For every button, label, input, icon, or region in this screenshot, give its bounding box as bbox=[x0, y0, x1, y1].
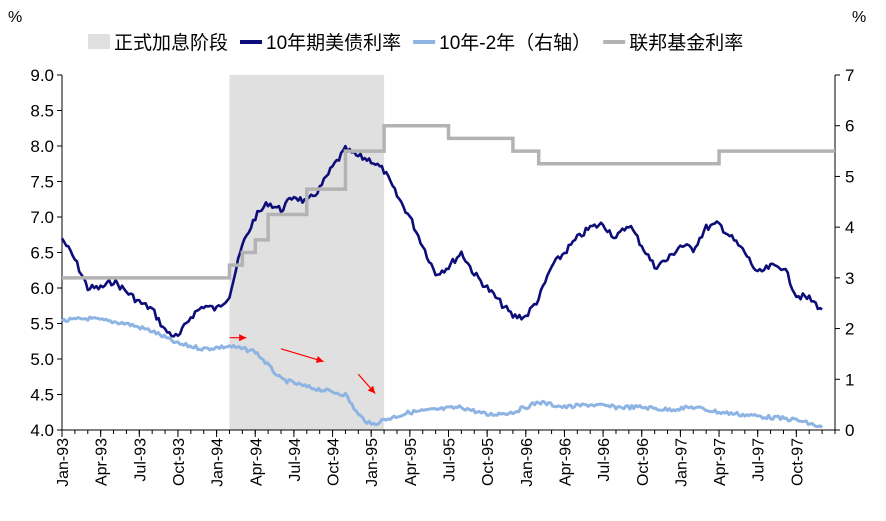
x-tick-label: Jul-93 bbox=[132, 438, 149, 482]
left-tick-label: 7.5 bbox=[30, 173, 54, 192]
legend-label: 10年-2年（右轴） bbox=[439, 32, 591, 54]
ten-year-yield-line bbox=[62, 146, 822, 336]
right-tick-label: 2 bbox=[845, 320, 854, 339]
x-tick-label: Jan-94 bbox=[210, 438, 227, 487]
legend-label: 10年期美债利率 bbox=[266, 32, 401, 54]
right-tick-label: 7 bbox=[845, 66, 854, 85]
right-tick-label: 3 bbox=[845, 269, 854, 288]
x-tick-label: Apr-97 bbox=[712, 438, 729, 486]
x-tick-label: Jul-95 bbox=[442, 438, 459, 482]
x-tick-label: Jan-95 bbox=[364, 438, 381, 487]
left-tick-label: 4.0 bbox=[30, 421, 54, 440]
left-tick-label: 5.5 bbox=[30, 315, 54, 334]
series-ten_year bbox=[62, 146, 822, 338]
right-tick-label: 1 bbox=[845, 370, 854, 389]
right-tick-label: 5 bbox=[845, 167, 854, 186]
x-tick-label: Jul-97 bbox=[751, 438, 768, 482]
x-tick-label: Oct-93 bbox=[171, 438, 188, 486]
right-tick-label: 6 bbox=[845, 117, 854, 136]
legend-label: 联邦基金利率 bbox=[629, 32, 743, 54]
fed-funds-line bbox=[62, 126, 835, 278]
series-fed bbox=[62, 126, 835, 278]
left-tick-label: 6.5 bbox=[30, 244, 54, 263]
x-tick-label: Apr-95 bbox=[403, 438, 420, 486]
x-tick-label: Oct-96 bbox=[635, 438, 652, 486]
legend-label: 正式加息阶段 bbox=[114, 32, 228, 54]
left-tick-label: 8.0 bbox=[30, 137, 54, 156]
left-tick-label: 4.5 bbox=[30, 386, 54, 405]
left-tick-label: 5.0 bbox=[30, 350, 54, 369]
legend-swatch-shade bbox=[88, 34, 110, 49]
x-tick-label: Oct-97 bbox=[789, 438, 806, 486]
left-tick-label: 8.5 bbox=[30, 102, 54, 121]
x-tick-label: Apr-93 bbox=[94, 438, 111, 486]
x-tick-label: Jul-96 bbox=[596, 438, 613, 482]
right-unit-label: % bbox=[852, 9, 866, 26]
right-tick-label: 0 bbox=[845, 421, 854, 440]
left-tick-label: 9.0 bbox=[30, 66, 54, 85]
x-tick-label: Apr-96 bbox=[557, 438, 574, 486]
left-tick-label: 6.0 bbox=[30, 279, 54, 298]
right-tick-label: 4 bbox=[845, 218, 854, 237]
x-tick-label: Jan-96 bbox=[519, 438, 536, 487]
x-tick-label: Apr-94 bbox=[248, 438, 265, 486]
x-tick-label: Oct-95 bbox=[480, 438, 497, 486]
x-tick-label: Jan-97 bbox=[673, 438, 690, 487]
x-tick-label: Jul-94 bbox=[287, 438, 304, 482]
left-unit-label: % bbox=[8, 9, 22, 26]
x-tick-label: Jan-93 bbox=[55, 438, 72, 487]
left-tick-label: 7.0 bbox=[30, 208, 54, 227]
x-tick-label: Oct-94 bbox=[326, 438, 343, 486]
